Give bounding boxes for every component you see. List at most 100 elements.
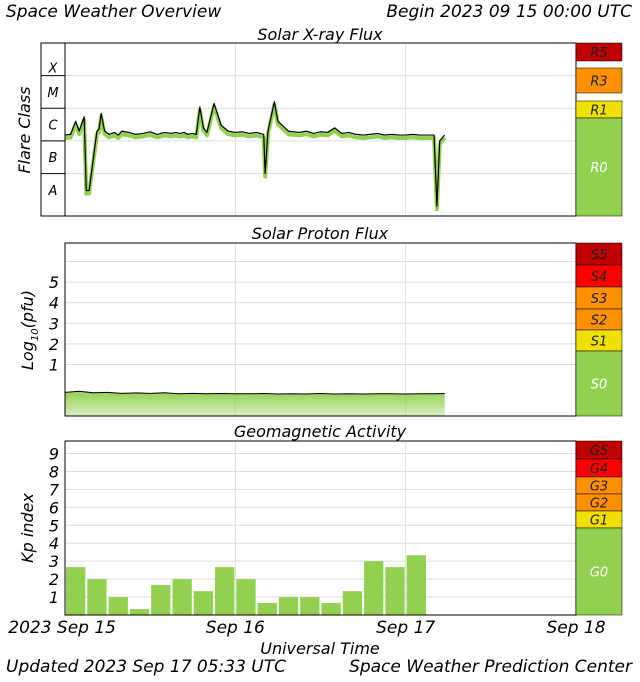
kp-bar bbox=[129, 609, 150, 615]
scale-label-s5: S5 bbox=[591, 248, 608, 263]
xray-series bbox=[64, 101, 447, 212]
kp-plot-bg bbox=[65, 441, 576, 615]
scale-label-g2: G2 bbox=[590, 497, 608, 512]
kp-bar bbox=[342, 591, 363, 615]
kp-ytick-label: 4 bbox=[49, 534, 59, 553]
proton-ytick-label: 5 bbox=[49, 273, 59, 292]
kp-bars bbox=[66, 555, 426, 615]
kp-bar bbox=[236, 579, 256, 615]
footer-updated: Updated 2023 Sep 17 05:33 UTC bbox=[6, 657, 287, 677]
scale-label-r3: R3 bbox=[590, 75, 607, 90]
kp-bar bbox=[385, 567, 405, 615]
scale-label-g0: G0 bbox=[590, 566, 608, 581]
footer-center: Space Weather Prediction Center bbox=[349, 657, 632, 677]
scale-label-s2: S2 bbox=[591, 314, 608, 329]
x-tick-label: Sep 17 bbox=[376, 618, 435, 638]
kp-bar bbox=[215, 567, 235, 615]
proton-grid bbox=[65, 243, 576, 416]
scale-label-r0: R0 bbox=[590, 161, 607, 176]
proton-s-scale: S5 S4 S3 S2 S1 S0 bbox=[575, 242, 623, 417]
xray-ylabel: Flare Class bbox=[15, 86, 34, 173]
kp-bar bbox=[66, 567, 86, 615]
kp-bar bbox=[278, 597, 299, 615]
scale-level-s0 bbox=[575, 350, 623, 417]
scale-level-r0 bbox=[575, 117, 623, 217]
scale-level-r5 bbox=[575, 42, 623, 62]
xray-title: Solar X-ray Flux bbox=[257, 25, 383, 44]
scale-label-g5: G5 bbox=[590, 444, 608, 459]
kp-bar bbox=[406, 555, 426, 615]
proton-ytick-label: 3 bbox=[49, 314, 59, 333]
proton-ylabel-main: Log bbox=[18, 341, 37, 370]
kp-bar bbox=[193, 591, 214, 615]
kp-ytick-label: 3 bbox=[49, 552, 59, 571]
x-axis-ticks: 2023 Sep 15 Sep 16 Sep 17 Sep 18 bbox=[8, 618, 605, 638]
proton-ylabel-sub: 10 bbox=[30, 328, 41, 341]
scale-label-g4: G4 bbox=[590, 462, 608, 477]
scale-level-g0 bbox=[575, 527, 623, 616]
kp-bar bbox=[108, 597, 128, 615]
xray-r-scale: R5 R3 R1 R0 bbox=[575, 42, 623, 217]
scale-label-r5: R5 bbox=[590, 46, 607, 61]
kp-g-scale: G5 G4 G3 G2 G1 G0 bbox=[575, 440, 623, 616]
proton-title: Solar Proton Flux bbox=[252, 224, 389, 243]
class-label-c: C bbox=[48, 119, 58, 134]
kp-ytick-label: 5 bbox=[49, 516, 59, 535]
scale-label-s1: S1 bbox=[591, 335, 608, 350]
class-label-a: A bbox=[48, 184, 58, 199]
scale-label-s3: S3 bbox=[591, 292, 608, 307]
kp-bar bbox=[364, 561, 384, 615]
proton-ytick-label: 1 bbox=[49, 356, 59, 375]
kp-bar bbox=[300, 597, 320, 615]
proton-series-area bbox=[65, 391, 445, 416]
kp-ytick-label: 2 bbox=[49, 570, 59, 589]
xray-series-short bbox=[64, 101, 446, 207]
xray-plot-bg bbox=[65, 43, 576, 216]
kp-grid bbox=[65, 441, 576, 615]
xray-series-long bbox=[64, 102, 447, 212]
scale-label-r1: R1 bbox=[590, 104, 607, 119]
xray-class-labels: A B C MX bbox=[41, 61, 65, 199]
kp-ytick-label: 6 bbox=[49, 498, 59, 517]
proton-ylabel: Log10(pfu) bbox=[18, 290, 41, 370]
proton-series bbox=[64, 390, 445, 416]
kp-title: Geomagnetic Activity bbox=[234, 422, 407, 441]
scale-label-g3: G3 bbox=[590, 480, 608, 495]
xray-class-box bbox=[40, 42, 66, 217]
class-label-b: B bbox=[49, 151, 58, 166]
scale-label-s0: S0 bbox=[591, 378, 608, 393]
class-label-m: M bbox=[47, 86, 58, 101]
kp-ytick-label: 9 bbox=[49, 445, 59, 464]
kp-bar bbox=[172, 579, 192, 615]
scale-level-r3 bbox=[575, 67, 623, 94]
header-title: Space Weather Overview bbox=[6, 2, 222, 22]
x-tick-label: 2023 Sep 15 bbox=[8, 618, 116, 638]
scale-label-g1: G1 bbox=[590, 514, 608, 529]
kp-bar bbox=[257, 602, 277, 615]
class-label-x: X bbox=[48, 61, 59, 76]
proton-ytick-label: 4 bbox=[49, 294, 59, 313]
kp-ytick-label: 8 bbox=[49, 462, 59, 481]
proton-plot-bg bbox=[65, 243, 576, 416]
kp-ytick-label: 1 bbox=[49, 588, 59, 607]
header-begin-time: Begin 2023 09 15 00:00 UTC bbox=[386, 2, 632, 22]
proton-series-line bbox=[64, 390, 445, 395]
kp-ytick-label: 7 bbox=[49, 480, 60, 499]
kp-bar bbox=[151, 585, 171, 615]
xray-grid bbox=[65, 43, 576, 216]
proton-y-ticks: 1 2 34 5 bbox=[49, 273, 59, 374]
x-axis-label: Universal Time bbox=[260, 639, 380, 658]
kp-bar bbox=[321, 602, 341, 615]
scale-label-s4: S4 bbox=[591, 270, 608, 285]
x-tick-label: Sep 18 bbox=[546, 618, 605, 638]
proton-ytick-label: 2 bbox=[49, 335, 59, 354]
kp-bar bbox=[87, 579, 107, 615]
proton-ylabel-tail: (pfu) bbox=[18, 290, 37, 328]
x-tick-label: Sep 16 bbox=[206, 618, 265, 638]
kp-ylabel: Kp index bbox=[18, 493, 37, 563]
